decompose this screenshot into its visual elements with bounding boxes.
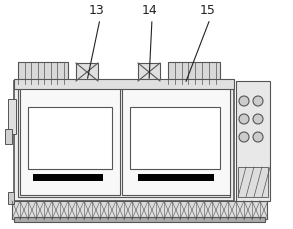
Bar xyxy=(238,167,268,197)
Bar xyxy=(138,64,160,82)
Bar xyxy=(8,192,14,204)
Bar xyxy=(130,108,220,169)
Bar xyxy=(76,64,98,82)
Bar xyxy=(5,129,12,144)
Bar xyxy=(168,63,220,85)
Circle shape xyxy=(239,114,249,124)
Bar xyxy=(14,217,265,222)
Circle shape xyxy=(239,132,249,142)
Bar xyxy=(236,82,270,201)
Bar xyxy=(12,201,267,219)
Bar xyxy=(14,80,234,90)
Circle shape xyxy=(239,97,249,106)
Bar xyxy=(20,88,120,195)
Bar xyxy=(18,63,68,85)
Bar xyxy=(14,82,234,201)
Circle shape xyxy=(253,132,263,142)
Circle shape xyxy=(253,97,263,106)
Text: 13: 13 xyxy=(89,4,105,17)
Bar xyxy=(8,100,16,134)
Bar xyxy=(28,108,112,169)
Bar xyxy=(33,174,103,181)
Bar xyxy=(138,174,214,181)
Text: 15: 15 xyxy=(200,4,216,17)
Text: 14: 14 xyxy=(142,4,158,17)
Circle shape xyxy=(253,114,263,124)
Bar xyxy=(122,88,230,195)
Bar xyxy=(18,86,230,197)
